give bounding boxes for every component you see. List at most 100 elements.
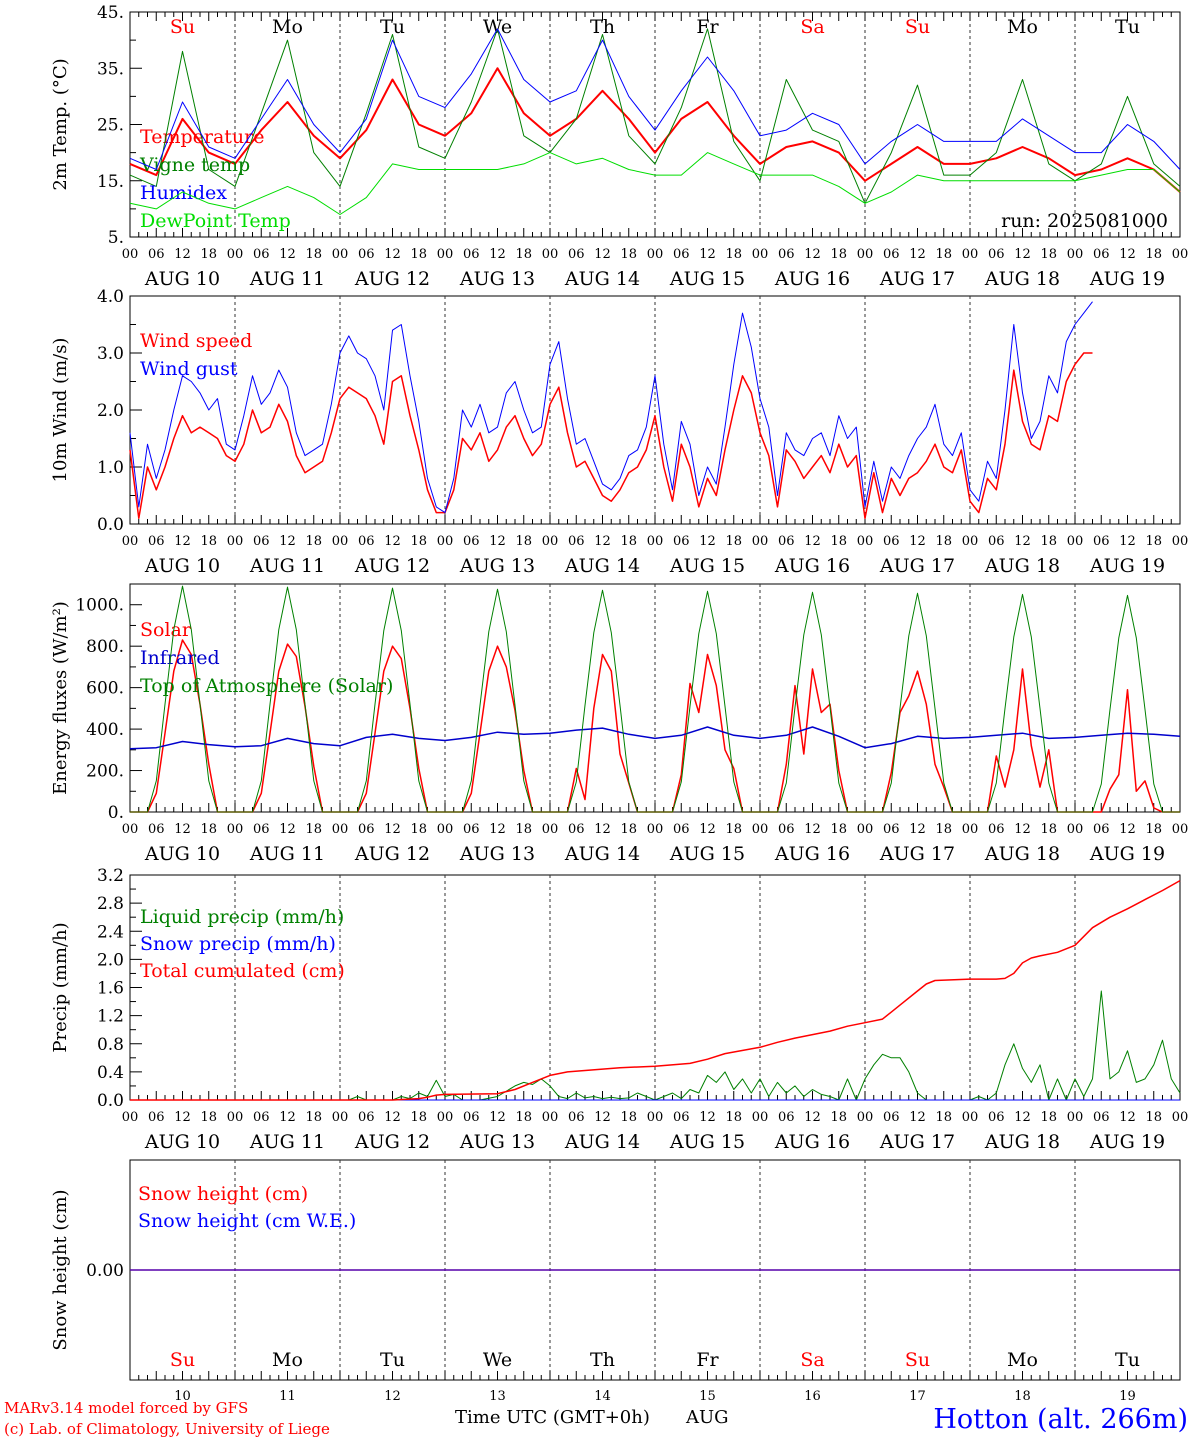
day-number-label: 16 bbox=[804, 1389, 821, 1404]
hour-label: 18 bbox=[620, 1110, 637, 1125]
hour-label: 18 bbox=[305, 534, 322, 549]
hour-label: 18 bbox=[200, 534, 217, 549]
hour-label: 06 bbox=[673, 1110, 690, 1125]
hour-label: 18 bbox=[200, 247, 217, 262]
hour-label: 18 bbox=[935, 1110, 952, 1125]
hour-label: 12 bbox=[1119, 822, 1136, 837]
hour-label: 12 bbox=[594, 534, 611, 549]
y-tick-label: 2.0 bbox=[97, 401, 124, 421]
hour-label: 06 bbox=[358, 247, 375, 262]
date-label: AUG 15 bbox=[669, 843, 745, 865]
date-label: AUG 18 bbox=[984, 268, 1060, 290]
hour-label: 12 bbox=[804, 1110, 821, 1125]
y-tick-label: 4.0 bbox=[97, 287, 124, 307]
hour-label: 06 bbox=[463, 247, 480, 262]
hour-label: 06 bbox=[883, 1110, 900, 1125]
y-tick-label: 0.4 bbox=[97, 1063, 124, 1083]
hour-label: 00 bbox=[857, 534, 874, 549]
series-line-wind-gust bbox=[129, 301, 1093, 514]
hour-label: 00 bbox=[332, 1110, 349, 1125]
y-tick-label: 15. bbox=[97, 172, 124, 192]
hour-label: 00 bbox=[542, 822, 559, 837]
meteogram-panels: 5. 15. 25. 35. 45. 2m Temp. (°C) 00 06 12 18 00 06 1… bbox=[50, 3, 1188, 1404]
hour-label: 12 bbox=[279, 822, 296, 837]
date-label: AUG 14 bbox=[564, 1131, 640, 1153]
weekday-label: Tu bbox=[1115, 16, 1140, 38]
hour-label: 12 bbox=[804, 822, 821, 837]
y-axis-label: Snow height (cm) bbox=[50, 1189, 71, 1350]
hour-label: 00 bbox=[1172, 247, 1189, 262]
hour-label: 00 bbox=[122, 247, 139, 262]
weekday-label: Su bbox=[170, 16, 195, 38]
date-label: AUG 16 bbox=[774, 1131, 850, 1153]
hour-label: 00 bbox=[122, 534, 139, 549]
weekday-label: Tu bbox=[380, 1349, 405, 1371]
hour-label: 06 bbox=[988, 1110, 1005, 1125]
hour-label: 12 bbox=[174, 1110, 191, 1125]
hour-label: 06 bbox=[1093, 1110, 1110, 1125]
hour-label: 12 bbox=[594, 822, 611, 837]
hour-label: 06 bbox=[988, 822, 1005, 837]
hour-label: 00 bbox=[437, 822, 454, 837]
date-label: AUG 17 bbox=[879, 268, 955, 290]
hour-label: 18 bbox=[725, 534, 742, 549]
hour-label: 00 bbox=[962, 822, 979, 837]
y-tick-label: 3.0 bbox=[97, 344, 124, 364]
series-line-humidex bbox=[129, 28, 1181, 170]
weekday-label: Mo bbox=[272, 1349, 303, 1371]
hour-label: 06 bbox=[673, 534, 690, 549]
hour-label: 06 bbox=[883, 247, 900, 262]
plot-frame bbox=[129, 11, 1181, 238]
date-label: AUG 10 bbox=[144, 843, 220, 865]
date-label: AUG 19 bbox=[1089, 843, 1165, 865]
hour-label: 00 bbox=[752, 534, 769, 549]
run-annotation: run: 2025081000 bbox=[1001, 210, 1168, 232]
date-label: AUG 19 bbox=[1089, 555, 1165, 577]
hour-label: 18 bbox=[830, 1110, 847, 1125]
hour-label: 06 bbox=[253, 534, 270, 549]
hour-label: 06 bbox=[358, 534, 375, 549]
hour-label: 00 bbox=[437, 1110, 454, 1125]
day-number-label: 12 bbox=[384, 1389, 401, 1404]
hour-label: 00 bbox=[1172, 534, 1189, 549]
y-axis-label: 2m Temp. (°C) bbox=[50, 58, 71, 190]
series-line-solar bbox=[130, 639, 1180, 813]
hour-label: 12 bbox=[279, 247, 296, 262]
hour-label: 00 bbox=[227, 247, 244, 262]
hour-label: 06 bbox=[883, 822, 900, 837]
footer: MARv3.14 model forced by GFS (c) Lab. of… bbox=[4, 1399, 1188, 1438]
weekday-label: Mo bbox=[272, 16, 303, 38]
weekday-label: Th bbox=[590, 16, 615, 38]
hour-label: 00 bbox=[1067, 822, 1084, 837]
hour-label: 00 bbox=[1067, 1110, 1084, 1125]
hour-label: 06 bbox=[358, 1110, 375, 1125]
hour-label: 18 bbox=[305, 247, 322, 262]
date-label: AUG 16 bbox=[774, 268, 850, 290]
hour-label: 00 bbox=[332, 534, 349, 549]
hour-label: 12 bbox=[909, 247, 926, 262]
series-line-wind-speed bbox=[129, 352, 1093, 520]
hour-label: 18 bbox=[935, 247, 952, 262]
hour-label: 00 bbox=[752, 822, 769, 837]
legend-entry: Snow precip (mm/h) bbox=[140, 933, 336, 955]
hour-label: 12 bbox=[384, 822, 401, 837]
y-tick-label: 1000. bbox=[75, 596, 124, 616]
weekday-label: Su bbox=[170, 1349, 195, 1371]
legend-entry: Temperature bbox=[140, 126, 264, 148]
hour-label: 18 bbox=[830, 247, 847, 262]
date-label: AUG 15 bbox=[669, 268, 745, 290]
hour-label: 18 bbox=[1145, 247, 1162, 262]
legend-entry: Wind gust bbox=[140, 358, 238, 380]
hour-label: 06 bbox=[148, 822, 165, 837]
hour-label: 12 bbox=[699, 534, 716, 549]
series-line-dewpoint-temp bbox=[129, 152, 1181, 215]
y-tick-label: 0.8 bbox=[97, 1035, 124, 1055]
date-label: AUG 19 bbox=[1089, 268, 1165, 290]
legend-entry: Solar bbox=[140, 619, 192, 641]
hour-label: 00 bbox=[752, 1110, 769, 1125]
hour-label: 12 bbox=[384, 1110, 401, 1125]
hour-label: 12 bbox=[804, 247, 821, 262]
hour-label: 12 bbox=[174, 822, 191, 837]
hour-label: 12 bbox=[594, 247, 611, 262]
